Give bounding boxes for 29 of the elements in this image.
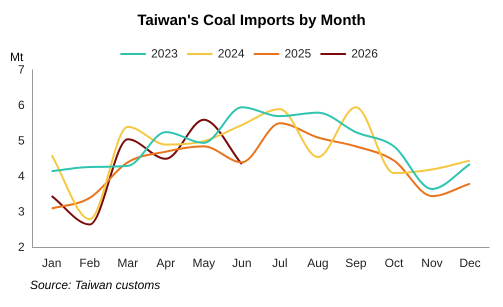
- x-tick-label: Jul: [272, 256, 288, 270]
- x-tick-label: Dec: [459, 256, 481, 270]
- x-tick-label: Sep: [345, 256, 367, 270]
- line-series: [50, 106, 471, 220]
- y-tick-label: 3: [18, 204, 25, 218]
- x-tick-label: May: [192, 256, 216, 270]
- y-tick-label: 2: [18, 240, 25, 254]
- x-tick-label: Feb: [79, 256, 100, 270]
- legend-label: 2025: [284, 46, 312, 60]
- x-tick-label: Nov: [421, 256, 443, 270]
- chart-title: Taiwan's Coal Imports by Month: [136, 12, 367, 29]
- line-series: [50, 118, 243, 226]
- x-tick-label: Apr: [156, 256, 176, 270]
- x-tick-label: Aug: [307, 256, 329, 270]
- y-tick-label: 5: [18, 133, 25, 148]
- x-tick-label: Mar: [117, 256, 138, 270]
- y-tick-label: 4: [18, 168, 25, 183]
- x-tick-label: Jan: [42, 256, 62, 270]
- line-series: [50, 106, 471, 190]
- x-tick-label: Oct: [384, 256, 404, 270]
- line-series: [50, 122, 471, 210]
- x-tick-label: Jun: [232, 256, 252, 270]
- y-tick-label: 6: [18, 98, 25, 112]
- legend-label: 2026: [351, 46, 378, 60]
- legend-label: 2024: [218, 46, 245, 60]
- y-tick-label: 7: [18, 62, 25, 76]
- source-note: Source: Taiwan customs: [30, 278, 160, 292]
- legend-label: 2023: [151, 46, 178, 60]
- y-axis-title: Mt: [10, 50, 24, 64]
